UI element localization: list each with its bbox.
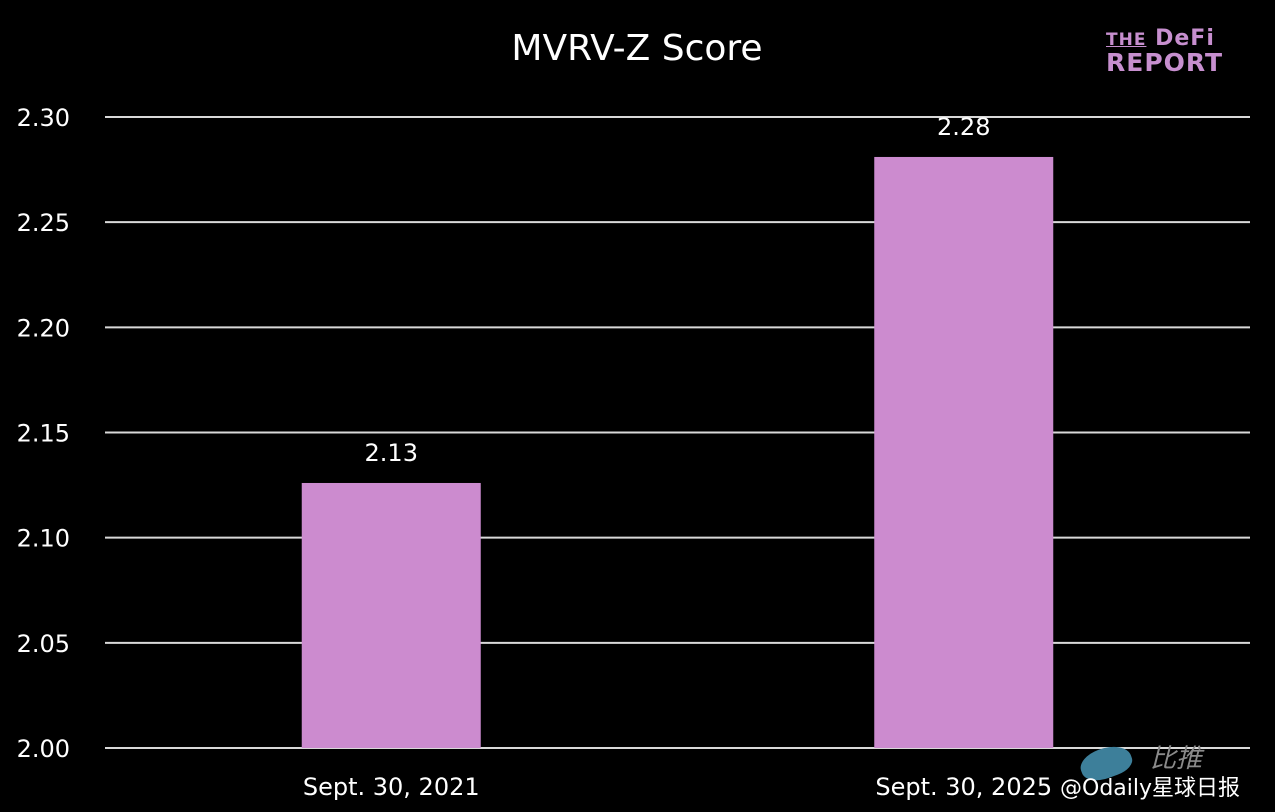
y-tick-label: 2.15 bbox=[17, 420, 70, 448]
data-label: 2.28 bbox=[937, 113, 990, 141]
watermark-source: 比推 bbox=[1150, 744, 1203, 774]
y-tick-label: 2.30 bbox=[17, 104, 70, 132]
the-defi-report-logo: THE DeFi REPORT bbox=[1106, 26, 1224, 77]
x-tick-label: Sept. 30, 2021 bbox=[303, 773, 480, 801]
bar bbox=[874, 156, 1054, 749]
x-tick-label: Sept. 30, 2025 bbox=[875, 773, 1052, 801]
y-tick-label: 2.00 bbox=[17, 735, 70, 763]
y-tick-label: 2.20 bbox=[17, 314, 70, 342]
data-label: 2.13 bbox=[365, 439, 418, 467]
chart-title: MVRV-Z Score bbox=[511, 28, 762, 69]
y-tick-label: 2.05 bbox=[17, 630, 70, 658]
y-tick-label: 2.25 bbox=[17, 209, 70, 237]
watermark-handle: @Odaily星球日报 bbox=[1060, 776, 1241, 801]
y-tick-label: 2.10 bbox=[17, 525, 70, 553]
bar bbox=[301, 482, 481, 748]
